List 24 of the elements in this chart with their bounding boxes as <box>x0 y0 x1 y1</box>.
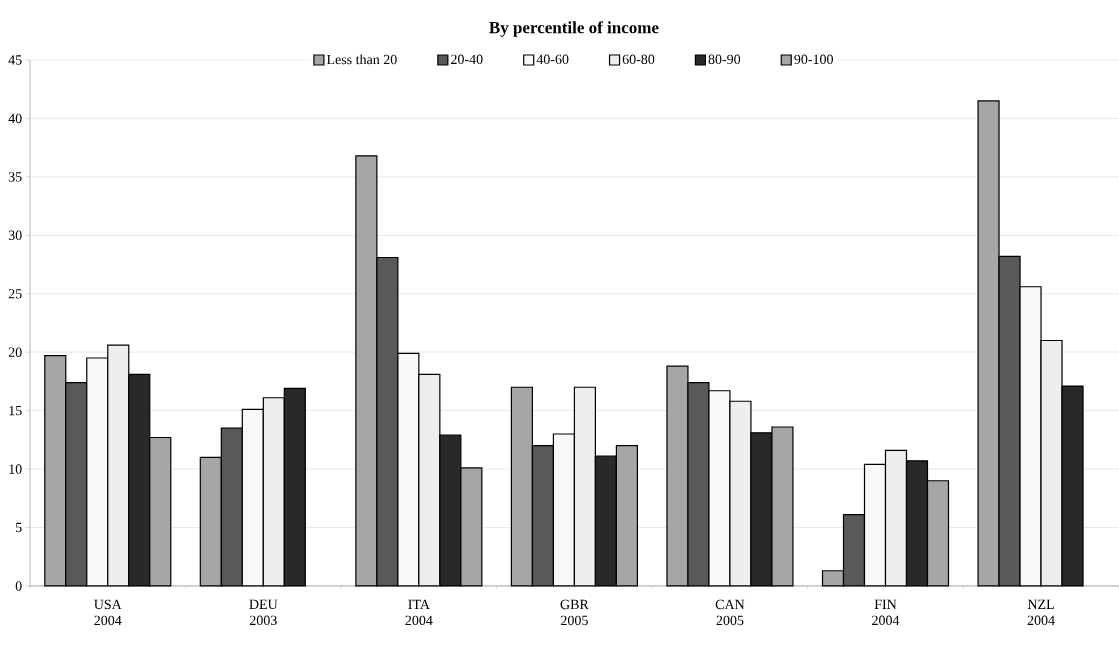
y-tick-label: 30 <box>8 230 22 241</box>
legend-label: Less than 20 <box>326 54 397 65</box>
y-tick-label: 15 <box>9 405 22 416</box>
y-tick-label: 40 <box>8 113 22 124</box>
y-tick-label: 45 <box>8 55 22 65</box>
x-tick-label: USA 2004 <box>94 599 122 626</box>
x-tick-label: DEU 2003 <box>249 599 278 626</box>
x-tick-label: NZL 2004 <box>1027 599 1055 626</box>
x-tick-label: FIN 2004 <box>872 599 900 626</box>
x-tick-label: ITA 2004 <box>405 599 433 626</box>
legend-label: 90-100 <box>794 54 833 65</box>
legend-label: 40-60 <box>536 54 569 65</box>
y-tick-label: 35 <box>8 172 22 182</box>
y-tick-label: 0 <box>15 581 22 591</box>
x-tick-label: GBR 2005 <box>560 599 589 626</box>
chart-title: By percentile of income <box>489 21 659 37</box>
legend-label: 60-80 <box>622 54 655 65</box>
y-tick-label: 5 <box>16 522 22 533</box>
y-tick-label: 25 <box>8 289 22 299</box>
legend-label: 80-90 <box>708 54 741 65</box>
legend-label: 20-40 <box>451 54 483 65</box>
y-tick-label: 20 <box>8 347 22 357</box>
y-tick-label: 10 <box>9 464 22 474</box>
x-tick-label: CAN 2005 <box>715 599 745 626</box>
